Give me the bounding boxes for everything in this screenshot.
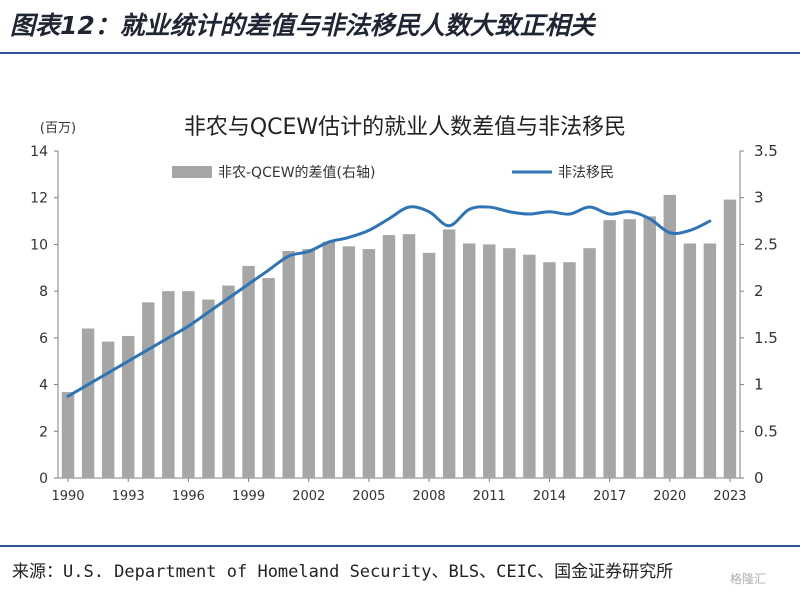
legend-line-label: 非法移民 [558, 165, 614, 181]
axes [57, 151, 741, 479]
bar-2002 [302, 249, 315, 478]
bar-2021 [683, 243, 697, 478]
left-tick-label: 6 [39, 331, 48, 347]
left-tick-label: 12 [30, 191, 48, 207]
bar-2016 [583, 248, 596, 478]
bar-1991 [81, 328, 95, 478]
right-tick-label: 1.5 [754, 329, 778, 347]
legend: 非农-QCEW的差值(右轴) 非法移民 [172, 165, 614, 181]
bar-2012 [503, 248, 516, 478]
bar-1996 [182, 291, 195, 478]
x-tick-label: 2023 [713, 489, 746, 504]
bar-2014 [543, 262, 556, 478]
figure-title: 图表12：就业统计的差值与非法移民人数大致正相关 [10, 11, 595, 40]
bar-2004 [342, 246, 356, 478]
x-tick-label: 2002 [292, 489, 325, 504]
bar-2018 [623, 219, 636, 478]
bar-2009 [442, 229, 456, 478]
bar-1994 [142, 302, 155, 478]
right-tick-label: 3 [754, 189, 764, 207]
legend-bar-swatch [172, 166, 212, 178]
left-axis-ticks: 0 2 4 6 8 10 12 14 [30, 144, 58, 487]
bar-1990 [61, 392, 75, 478]
line-series [66, 205, 712, 398]
bar-2019 [643, 216, 656, 478]
left-tick-label: 14 [30, 144, 48, 160]
bar-2017 [603, 220, 616, 478]
x-tick-label: 1993 [112, 489, 145, 504]
right-tick-label: 2 [754, 282, 764, 300]
x-tick-label: 2014 [533, 489, 566, 504]
x-tick-label: 2017 [593, 489, 626, 504]
bar-1993 [121, 335, 135, 478]
bar-series [61, 194, 737, 478]
left-tick-label: 2 [39, 424, 48, 440]
bar-2013 [523, 254, 536, 478]
bar-2003 [322, 241, 336, 478]
x-axis-ticks: 1990 1993 1996 1999 2002 2005 2008 2011 2014 2017… [51, 478, 747, 504]
left-tick-label: 0 [39, 471, 48, 487]
unit-label: (百万) [40, 121, 76, 136]
right-axis-ticks: 0 0.5 1 1.5 2 2.5 3 3.5 [740, 142, 778, 487]
right-tick-label: 0.5 [754, 422, 778, 440]
top-rule [0, 52, 800, 54]
x-tick-label: 1990 [51, 489, 84, 504]
bar-2010 [462, 243, 476, 478]
right-tick-label: 0 [754, 469, 764, 487]
left-tick-label: 8 [39, 284, 48, 300]
bottom-rule [0, 545, 800, 547]
bar-2023 [723, 199, 737, 478]
bar-1992 [101, 341, 115, 478]
bar-2008 [422, 252, 436, 478]
bar-1997 [202, 299, 215, 478]
bar-2022 [703, 243, 717, 478]
bar-1998 [222, 285, 235, 478]
left-tick-label: 4 [39, 378, 48, 394]
right-tick-label: 2.5 [754, 235, 778, 253]
left-tick-label: 10 [30, 237, 48, 253]
x-tick-label: 2011 [473, 489, 506, 504]
source-note: 来源：U.S. Department of Homeland Security、… [12, 562, 674, 582]
chart-title: 非农与QCEW估计的就业人数差值与非法移民 [184, 115, 626, 140]
x-tick-label: 2020 [653, 489, 686, 504]
bar-2001 [282, 250, 295, 478]
bar-2011 [483, 244, 496, 478]
bar-2007 [402, 234, 416, 478]
bar-1999 [242, 265, 255, 478]
legend-bar-label: 非农-QCEW的差值(右轴) [218, 165, 375, 181]
x-tick-label: 2008 [413, 489, 446, 504]
bar-2020 [663, 194, 677, 478]
bar-2006 [382, 235, 396, 478]
x-tick-label: 1999 [232, 489, 265, 504]
right-tick-label: 3.5 [754, 142, 778, 160]
x-tick-label: 1996 [172, 489, 205, 504]
bar-2005 [362, 249, 376, 478]
bar-2000 [262, 278, 275, 478]
watermark: 格隆汇 [730, 572, 767, 586]
bar-1995 [162, 291, 175, 478]
bar-2015 [563, 262, 576, 478]
x-tick-label: 2005 [352, 489, 385, 504]
right-tick-label: 1 [754, 376, 764, 394]
